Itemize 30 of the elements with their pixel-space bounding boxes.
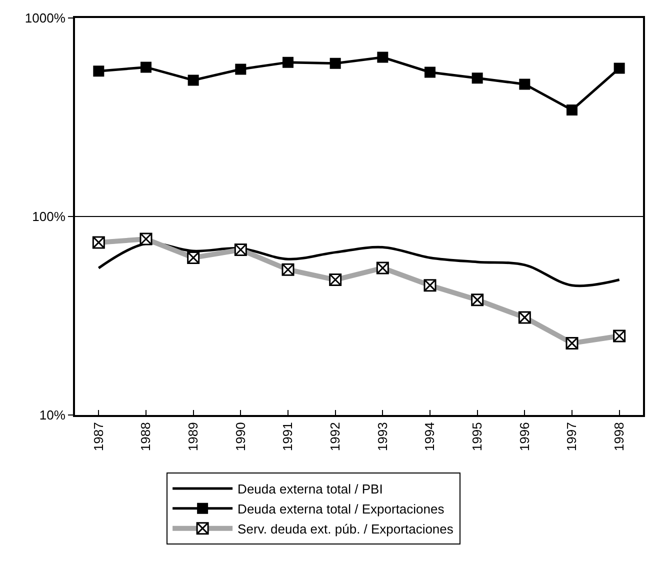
y-tick-label: 10%: [39, 408, 66, 423]
y-tick-label: 100%: [32, 209, 66, 224]
point: [472, 72, 483, 84]
x-tick-label: 1988: [138, 422, 154, 452]
x-tick-label: 1995: [470, 422, 485, 452]
x-tick-label: 1989: [186, 422, 201, 452]
x-tick-label: 1997: [564, 422, 580, 452]
x-tick-label: 1990: [232, 422, 248, 452]
point: [614, 62, 625, 74]
x-tick-label: 1994: [422, 422, 438, 452]
point: [93, 66, 104, 77]
point: [140, 62, 152, 73]
x-tick-label: 1996: [516, 422, 532, 452]
point: [377, 52, 388, 63]
point: [282, 56, 294, 68]
x-tick-label: 1993: [374, 422, 390, 452]
point: [330, 58, 341, 69]
point: [188, 74, 199, 86]
y-tick-label: 1000%: [24, 10, 66, 26]
point: [424, 66, 436, 78]
legend-label: Deuda externa total / PBI: [238, 482, 383, 497]
x-tick-label: 1987: [90, 422, 106, 452]
x-tick-label: 1998: [612, 422, 627, 452]
point: [235, 64, 246, 75]
point: [519, 78, 530, 90]
x-tick-label: 1992: [328, 422, 343, 452]
legend-label: Deuda externa total / Exportaciones: [238, 501, 445, 516]
legend-label: Serv. deuda ext. púb. / Exportaciones: [238, 521, 454, 536]
x-tick-label: 1991: [280, 422, 296, 452]
point: [566, 104, 578, 116]
